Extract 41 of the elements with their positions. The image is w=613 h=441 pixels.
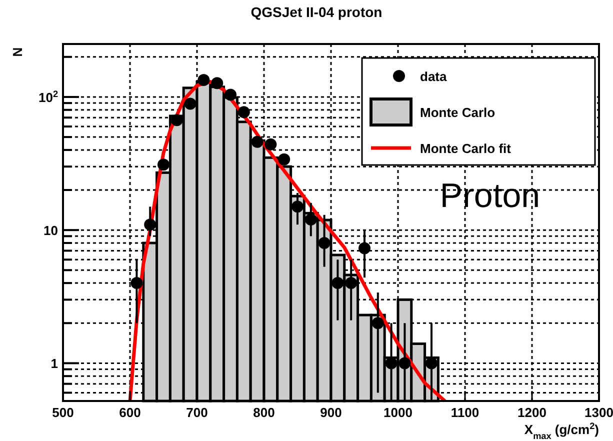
y-tick-label: 10$^{2}$ <box>38 88 58 105</box>
annotation: Proton <box>440 177 540 215</box>
x-tick-label: 1000 <box>384 405 412 420</box>
point <box>224 88 236 101</box>
x-tick-label: 800 <box>253 405 275 420</box>
legend-label: Monte Carlo fit <box>420 141 512 156</box>
point <box>198 74 210 86</box>
point <box>184 98 196 110</box>
point <box>372 317 384 330</box>
point <box>358 242 370 254</box>
point <box>238 106 250 118</box>
point <box>170 114 183 126</box>
point <box>318 236 330 249</box>
point <box>264 138 277 150</box>
x-tick-label: 500 <box>52 405 74 420</box>
x-tick-label: 900 <box>320 405 342 420</box>
y-tick-label: 1 <box>50 356 58 372</box>
y-tick-label: 10 <box>44 223 58 238</box>
point <box>292 200 304 213</box>
legend-label: Monte Carlo <box>420 105 496 120</box>
point <box>251 136 264 148</box>
chart-title: QGSJet II-04 proton <box>250 4 382 20</box>
point <box>144 218 156 231</box>
point <box>426 357 438 370</box>
point <box>278 153 290 166</box>
point <box>398 357 411 370</box>
x-tick-label: 1200 <box>518 405 546 420</box>
x-tick-label: 1300 <box>584 405 613 420</box>
x-tick-label: 700 <box>186 405 208 420</box>
point <box>332 277 344 290</box>
point <box>304 214 317 226</box>
x-axis-title: X$_{max}$ (g/cm$^{2}$) <box>524 421 599 441</box>
y-axis-title: N <box>10 47 25 57</box>
point <box>385 357 398 370</box>
point <box>158 158 170 171</box>
x-tick-label: 600 <box>119 405 141 420</box>
point <box>211 77 224 90</box>
point <box>345 277 358 290</box>
point <box>130 277 143 290</box>
legend-label: data <box>420 69 448 84</box>
x-tick-label: 1100 <box>450 405 480 420</box>
